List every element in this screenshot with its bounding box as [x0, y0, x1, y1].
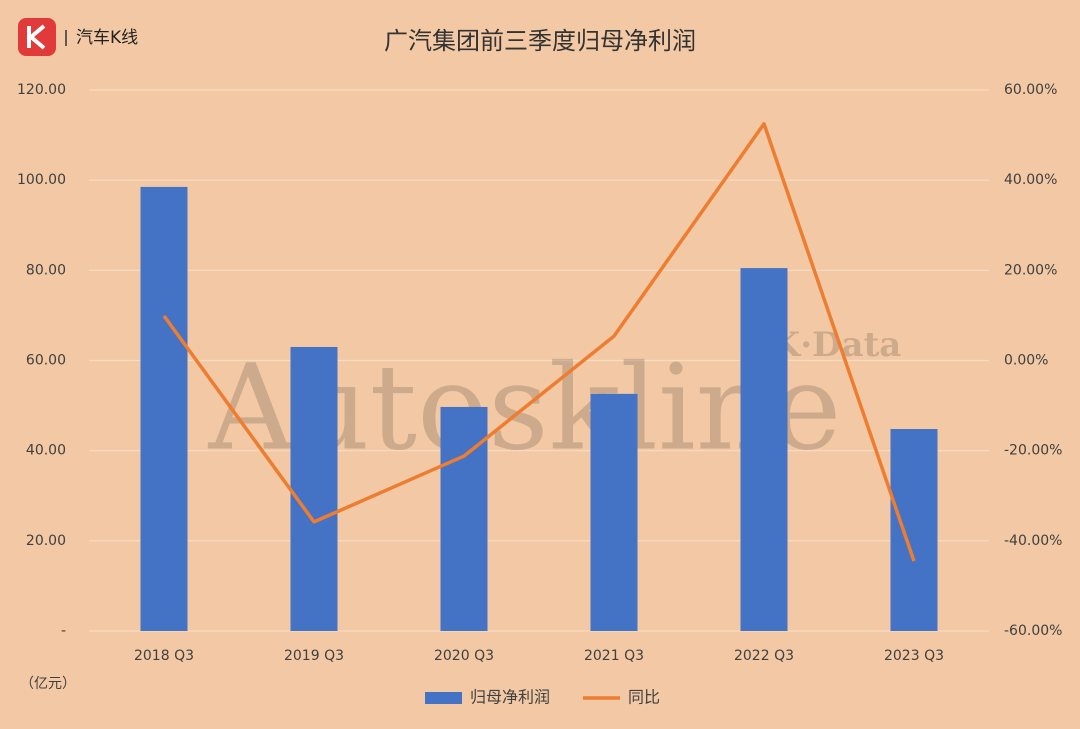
chart-title: 广汽集团前三季度归母净利润 [384, 27, 696, 55]
y2-tick-label: -60.00% [1004, 623, 1062, 639]
bar [590, 393, 638, 631]
x-tick-label: 2022 Q3 [734, 648, 794, 664]
bar [890, 429, 938, 631]
line [162, 122, 916, 562]
y-tick-label: 100.00 [17, 172, 66, 188]
y-tick-label: 20.00 [26, 533, 66, 549]
x-tick-label: 2018 Q3 [134, 648, 194, 664]
y2-tick-label: 40.00% [1004, 172, 1057, 188]
logo-k [27, 24, 46, 50]
x-tick-label: 2020 Q3 [434, 648, 494, 664]
unit-label: （亿元） [20, 676, 76, 692]
y-tick-label: - [61, 623, 66, 639]
bar [440, 406, 488, 631]
bar [740, 268, 788, 631]
y2-tick-label: -20.00% [1004, 443, 1062, 459]
x-tick-label: 2019 Q3 [284, 648, 344, 664]
y-tick-label: 40.00 [26, 443, 66, 459]
y2-tick-label: 0.00% [1004, 353, 1048, 369]
x-tick-label: 2023 Q3 [884, 648, 944, 664]
y-tick-label: 60.00 [26, 353, 66, 369]
bar [290, 346, 338, 631]
legend-label: 同比 [628, 688, 660, 707]
y-tick-label: 120.00 [17, 82, 66, 98]
legend-label: 归母净利润 [470, 688, 550, 707]
logo [18, 18, 56, 56]
x-tick-label: 2021 Q3 [584, 648, 644, 664]
bar [140, 186, 188, 631]
y2-tick-label: 60.00% [1004, 82, 1057, 98]
legend-swatch [425, 692, 462, 704]
y-tick-label: 80.00 [26, 262, 66, 278]
y2-tick-label: 20.00% [1004, 262, 1057, 278]
y2-tick-label: -40.00% [1004, 533, 1062, 549]
brand: 汽车K线 [76, 28, 138, 48]
